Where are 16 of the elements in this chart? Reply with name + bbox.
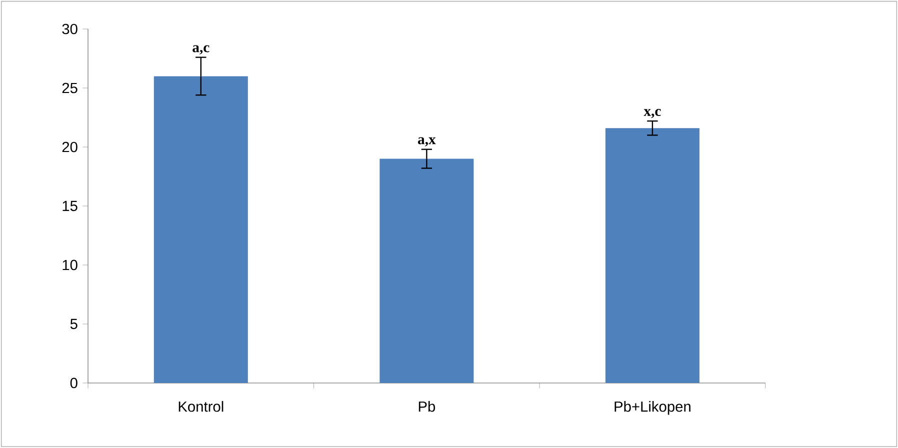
x-tick-label: Kontrol: [178, 401, 224, 412]
bar: [605, 128, 700, 383]
y-tick-label: 10: [62, 260, 78, 270]
annotation: x,c: [644, 108, 661, 118]
y-tick-label: 20: [62, 142, 78, 152]
x-tick-label: Pb+Likopen: [614, 401, 690, 415]
annotation: a,c: [192, 45, 210, 54]
x-tick-label: Pb: [418, 401, 436, 412]
annotation: a,x: [418, 137, 436, 146]
y-tick-label: 0: [70, 378, 78, 388]
y-tick-label: 30: [62, 24, 78, 34]
bar: [380, 158, 474, 383]
y-tick-label: 25: [62, 82, 78, 94]
bar: [154, 76, 248, 383]
y-tick-label: 15: [62, 200, 78, 212]
y-tick-label: 5: [70, 318, 78, 330]
